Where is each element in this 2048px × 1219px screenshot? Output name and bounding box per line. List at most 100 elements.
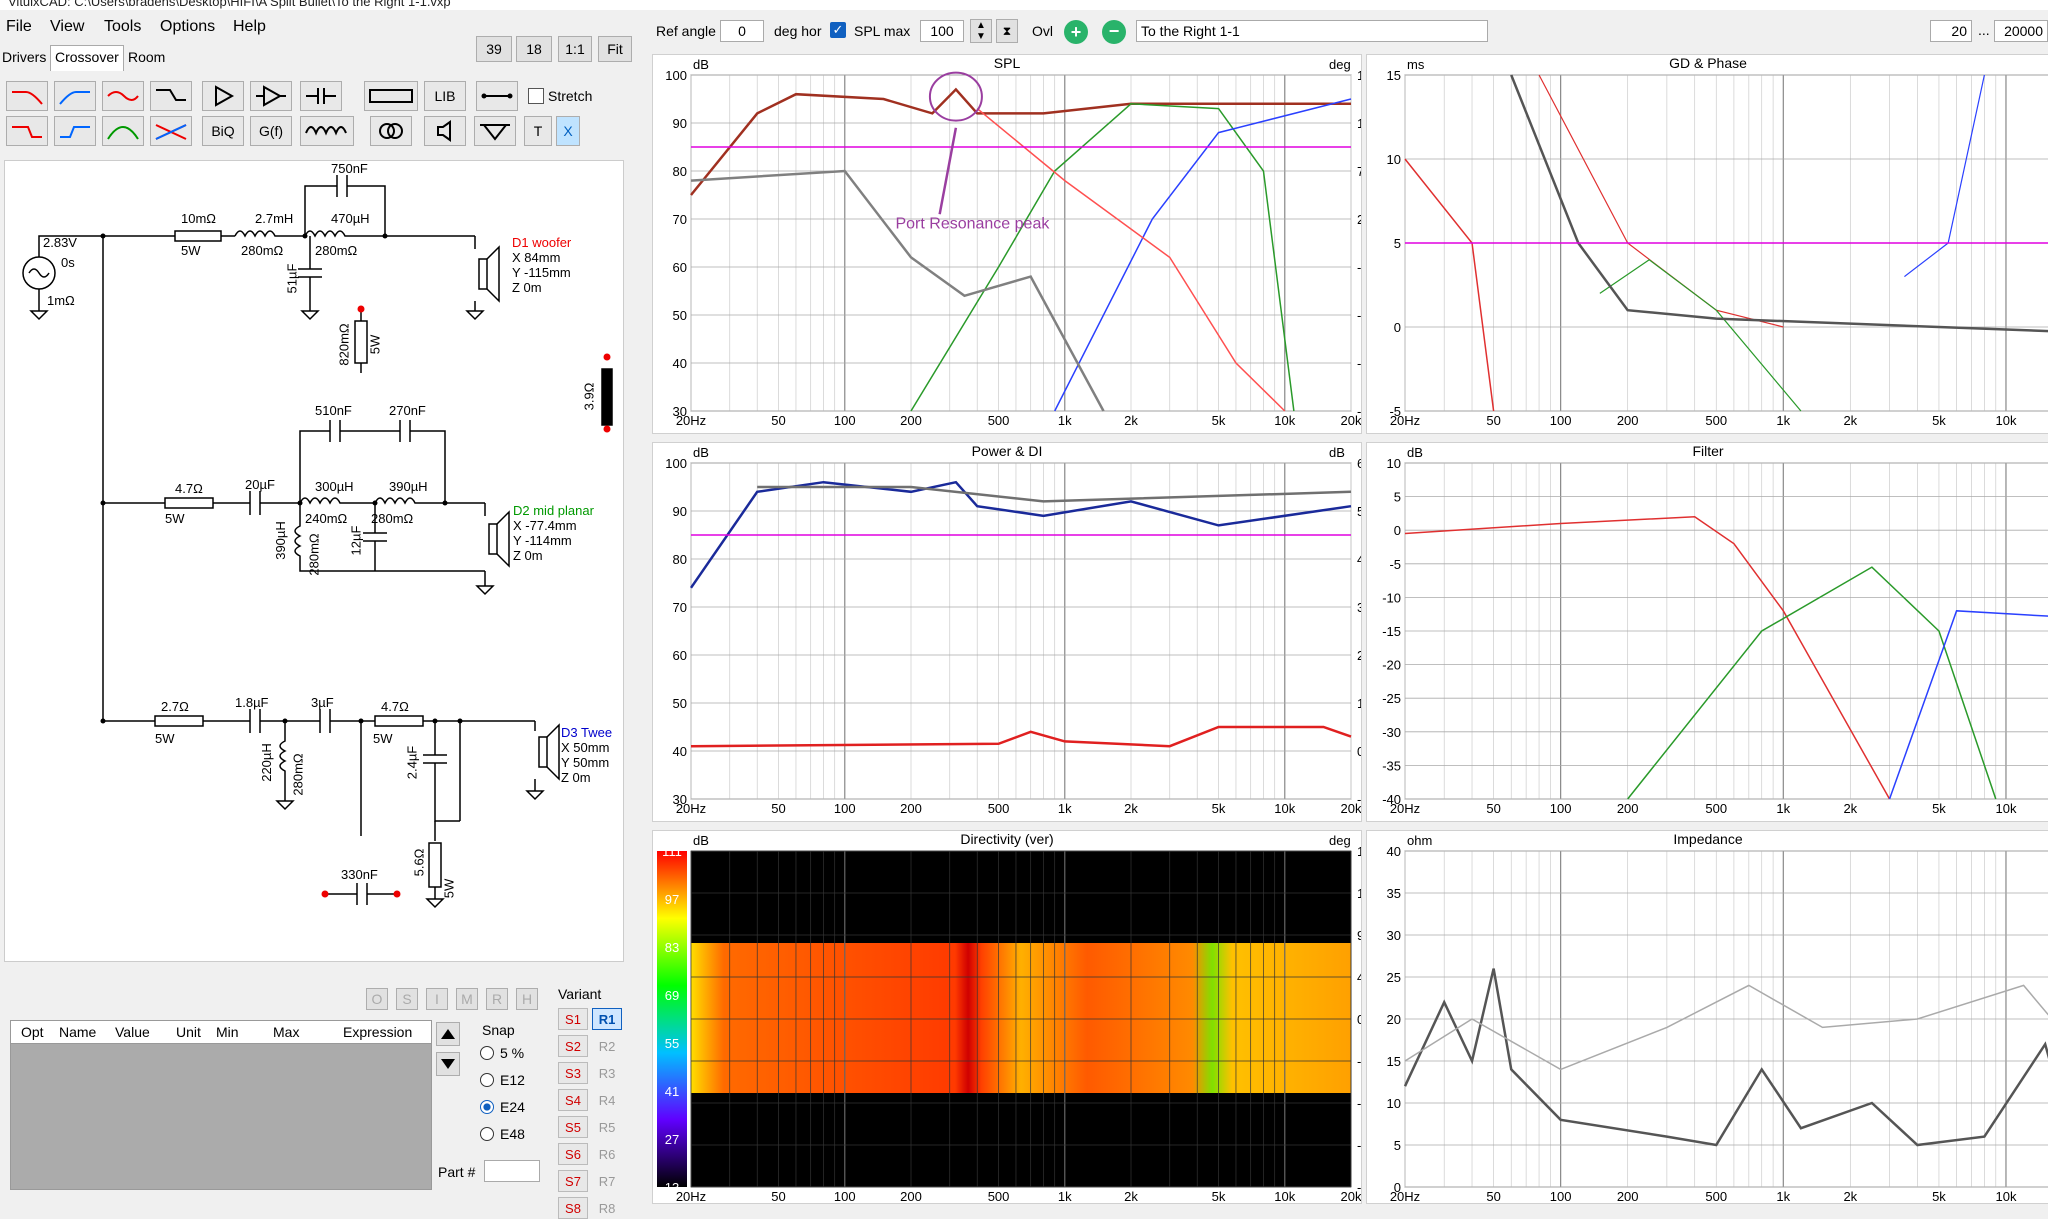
tab-drivers[interactable]: Drivers xyxy=(2,49,47,65)
transformer-tool[interactable] xyxy=(370,116,412,146)
buffer-icon[interactable] xyxy=(202,81,244,111)
spl-max-input[interactable]: 100 xyxy=(920,20,964,42)
bandpass-tool[interactable] xyxy=(102,116,144,146)
variant-r6-button[interactable]: R6 xyxy=(598,1146,616,1162)
hourglass-icon[interactable]: ⧗ xyxy=(996,19,1018,43)
variant-r5-button[interactable]: R5 xyxy=(598,1119,616,1135)
allpass-tool[interactable] xyxy=(150,116,192,146)
x-tick-label: 5k xyxy=(1212,1189,1226,1203)
variant-r8-button[interactable]: R8 xyxy=(598,1200,616,1216)
spl-spinner-icon[interactable]: ▲ ▼ xyxy=(970,19,992,43)
variant-s2-button[interactable]: S2 xyxy=(558,1035,588,1057)
d1-x: X 84mm xyxy=(512,250,561,265)
opt-h-button[interactable]: H xyxy=(516,988,538,1010)
text-tool[interactable]: T xyxy=(524,116,552,146)
library-button[interactable]: LIB xyxy=(424,81,466,111)
menu-options[interactable]: Options xyxy=(160,18,216,35)
variant-s5-button[interactable]: S5 xyxy=(558,1116,588,1138)
freq-min-input[interactable]: 20 xyxy=(1930,20,1972,42)
variant-s4-button[interactable]: S4 xyxy=(558,1089,588,1111)
highpass-blue-tool[interactable] xyxy=(54,81,96,111)
remove-overlay-icon[interactable]: − xyxy=(1102,20,1126,44)
close-x-button[interactable]: X xyxy=(556,116,580,146)
step-tool[interactable] xyxy=(150,81,192,111)
y-tick-label-left: 111 xyxy=(662,844,682,859)
add-overlay-icon[interactable]: + xyxy=(1064,20,1088,44)
window-title: VituixCAD: C:\Users\bradens\Desktop\HIFI… xyxy=(8,0,451,9)
x-tick-label: 5k xyxy=(1932,413,1946,428)
schematic-canvas[interactable]: 2.83V 0s 1mΩ 10mΩ 5W 2.7mH 280mΩ 750nF 4… xyxy=(4,160,624,962)
biquad-button[interactable]: BiQ xyxy=(202,116,244,146)
parameter-table[interactable]: Opt Name Value Unit Min Max Expression xyxy=(10,1020,432,1190)
inductor-tool[interactable] xyxy=(300,116,354,146)
y-tick-label-left: 69 xyxy=(665,988,679,1003)
snap-e48[interactable]: E48 xyxy=(480,1126,525,1142)
filter-woofer xyxy=(1404,515,1891,800)
variant-s6-button[interactable]: S6 xyxy=(558,1143,588,1165)
part-number-input[interactable] xyxy=(484,1160,540,1182)
opamp-icon[interactable] xyxy=(250,81,292,111)
lowpass-shelf-tool[interactable] xyxy=(102,81,144,111)
chart-plot-filter: 20Hz501002005001k2k5k10k20k1050-5-10-15-… xyxy=(1382,456,2048,816)
project-name-field[interactable]: To the Right 1-1 xyxy=(1136,20,1488,42)
d1-y: Y -115mm xyxy=(512,265,571,280)
opt-o-button[interactable]: O xyxy=(366,988,388,1010)
variant-r7-button[interactable]: R7 xyxy=(598,1173,616,1189)
wire-tool[interactable] xyxy=(476,81,518,111)
snap-5pct[interactable]: 5 % xyxy=(480,1045,524,1061)
y-tick-label-right: -77.1 xyxy=(1357,308,1361,323)
variant-s3-button[interactable]: S3 xyxy=(558,1062,588,1084)
opt-r-button[interactable]: R xyxy=(486,988,508,1010)
snap-e12[interactable]: E12 xyxy=(480,1072,525,1088)
opt-m-button[interactable]: M xyxy=(456,988,478,1010)
variant-r4-button[interactable]: R4 xyxy=(598,1092,616,1108)
stretch-checkbox[interactable] xyxy=(528,88,544,104)
lowpass-red-tool[interactable] xyxy=(6,81,48,111)
move-down-button[interactable] xyxy=(436,1052,460,1076)
chart-power[interactable]: Power & DI dB dB 20Hz 50 100 200 500 1k 2k 5k 10k 20… xyxy=(652,442,1362,822)
ref-angle-input[interactable]: 0 xyxy=(720,20,764,42)
tab-room[interactable]: Room xyxy=(128,49,166,65)
menu-help[interactable]: Help xyxy=(233,18,266,35)
move-up-button[interactable] xyxy=(436,1022,460,1046)
variant-r3-button[interactable]: R3 xyxy=(598,1065,616,1081)
y-tick-label-left: 50 xyxy=(673,696,687,711)
chart-gd[interactable]: GD & Phasemsdeg20Hz501002005001k2k5k10k2… xyxy=(1366,54,2048,434)
zoom-fit-button[interactable]: Fit xyxy=(598,36,632,62)
opt-s-button[interactable]: S xyxy=(396,988,418,1010)
x-tick-label: 20Hz xyxy=(1390,413,1420,428)
tab-crossover[interactable]: Crossover xyxy=(50,45,124,71)
zoom-1-1-button[interactable]: 1:1 xyxy=(558,36,592,62)
variant-s1-button[interactable]: S1 xyxy=(558,1008,588,1030)
menu-view[interactable]: View xyxy=(50,18,85,35)
highpass-tool[interactable] xyxy=(54,116,96,146)
ground-icon[interactable] xyxy=(474,116,516,146)
y-tick-label-left: 20 xyxy=(1387,1012,1401,1027)
variant-s8-button[interactable]: S8 xyxy=(558,1197,588,1219)
variant-s7-button[interactable]: S7 xyxy=(558,1170,588,1192)
lowpass-tool[interactable] xyxy=(6,116,48,146)
menu-tools[interactable]: Tools xyxy=(104,18,142,35)
menu-file[interactable]: File xyxy=(6,18,32,35)
ref-angle-label: Ref angle xyxy=(656,23,716,39)
chart-imp[interactable]: Impedanceohmdeg20Hz501002005001k2k5k10k2… xyxy=(1366,830,2048,1204)
grid-18-button[interactable]: 18 xyxy=(516,36,552,62)
y-tick-label-left: -35 xyxy=(1382,758,1401,773)
resistor-tool[interactable] xyxy=(364,81,418,111)
grid-39-button[interactable]: 39 xyxy=(476,36,512,62)
speaker-icon[interactable] xyxy=(424,116,466,146)
freq-max-input[interactable]: 20000 xyxy=(1994,20,2048,42)
transfer-function-button[interactable]: G(f) xyxy=(250,116,292,146)
y-tick-label-left: -20 xyxy=(1382,658,1401,673)
y-tick-label-left: 27 xyxy=(665,1132,679,1147)
chart-dir[interactable]: Directivity (ver) dB deg 20Hz 50 100 200 500 1k 2… xyxy=(652,830,1362,1204)
capacitor-tool[interactable] xyxy=(300,81,342,111)
chart-filter[interactable]: FilterdBdeg20Hz501002005001k2k5k10k20k10… xyxy=(1366,442,2048,822)
snap-e24[interactable]: E24 xyxy=(480,1099,525,1115)
spl-max-checkbox[interactable]: ✓ xyxy=(830,22,846,38)
chart-spl[interactable]: SPL dB deg 20Hz 50 100 200 500 1k 2k 5k 10k 20k 100 90… xyxy=(652,54,1362,434)
variant-r2-button[interactable]: R2 xyxy=(598,1038,616,1054)
opt-i-button[interactable]: I xyxy=(426,988,448,1010)
variant-r1-button[interactable]: R1 xyxy=(592,1008,622,1030)
source-resistance: 1mΩ xyxy=(47,293,75,308)
